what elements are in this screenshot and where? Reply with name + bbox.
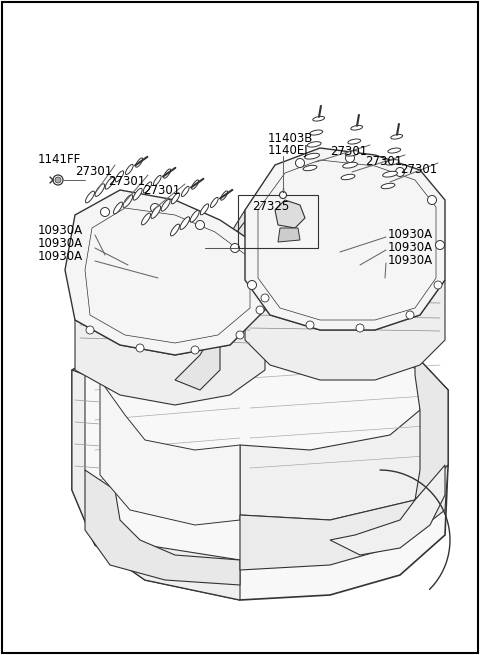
Ellipse shape — [133, 189, 142, 200]
Text: 27301: 27301 — [330, 145, 367, 158]
Text: 10930A: 10930A — [38, 237, 83, 250]
Text: 10930A: 10930A — [388, 228, 433, 241]
Circle shape — [346, 153, 355, 162]
Circle shape — [100, 208, 109, 217]
Ellipse shape — [388, 148, 401, 153]
Polygon shape — [175, 210, 245, 390]
Circle shape — [256, 306, 264, 314]
Ellipse shape — [151, 206, 161, 219]
Ellipse shape — [190, 210, 199, 222]
Ellipse shape — [95, 184, 105, 196]
Polygon shape — [330, 465, 445, 555]
Circle shape — [151, 204, 159, 212]
Text: 10930A: 10930A — [388, 241, 433, 254]
Ellipse shape — [313, 117, 324, 121]
Ellipse shape — [343, 162, 358, 168]
Ellipse shape — [345, 151, 359, 156]
Ellipse shape — [105, 178, 114, 189]
Circle shape — [435, 240, 444, 250]
Ellipse shape — [391, 134, 403, 139]
Ellipse shape — [113, 202, 122, 214]
Circle shape — [53, 175, 63, 185]
Ellipse shape — [385, 160, 399, 165]
Ellipse shape — [115, 171, 124, 182]
Text: 10930A: 10930A — [38, 224, 83, 237]
Circle shape — [306, 321, 314, 329]
Ellipse shape — [210, 197, 218, 208]
Ellipse shape — [351, 126, 362, 130]
Polygon shape — [245, 280, 445, 380]
Ellipse shape — [164, 169, 171, 178]
Ellipse shape — [181, 187, 189, 196]
Text: 1141FF: 1141FF — [38, 153, 81, 166]
Text: 27301: 27301 — [108, 175, 145, 188]
Ellipse shape — [170, 224, 180, 236]
Ellipse shape — [221, 191, 228, 200]
Text: 10930A: 10930A — [388, 254, 433, 267]
Text: 10930A: 10930A — [38, 250, 83, 263]
Ellipse shape — [200, 204, 209, 215]
Ellipse shape — [142, 213, 151, 225]
Circle shape — [434, 281, 442, 289]
Ellipse shape — [144, 182, 152, 193]
Ellipse shape — [192, 180, 199, 189]
Polygon shape — [245, 148, 445, 330]
Ellipse shape — [171, 193, 180, 204]
Text: 1140EJ: 1140EJ — [268, 144, 309, 157]
Polygon shape — [75, 310, 265, 405]
Ellipse shape — [136, 158, 143, 167]
Ellipse shape — [180, 217, 190, 229]
Ellipse shape — [154, 176, 161, 185]
Circle shape — [248, 280, 256, 290]
Circle shape — [55, 177, 61, 183]
Text: 27301: 27301 — [75, 165, 112, 178]
Circle shape — [356, 324, 364, 332]
Polygon shape — [72, 370, 240, 600]
Circle shape — [191, 346, 199, 354]
Polygon shape — [275, 200, 305, 228]
Ellipse shape — [348, 139, 360, 144]
Ellipse shape — [381, 183, 395, 189]
Text: 27301: 27301 — [365, 155, 402, 168]
Circle shape — [261, 294, 269, 302]
Polygon shape — [415, 355, 448, 500]
Circle shape — [428, 195, 436, 204]
Polygon shape — [65, 190, 265, 355]
Ellipse shape — [383, 172, 397, 177]
Polygon shape — [240, 330, 448, 520]
Ellipse shape — [161, 199, 170, 211]
Ellipse shape — [303, 165, 317, 171]
Polygon shape — [72, 330, 448, 600]
Circle shape — [195, 221, 204, 229]
Ellipse shape — [125, 164, 133, 174]
Circle shape — [230, 244, 240, 252]
Text: 27301: 27301 — [400, 163, 437, 176]
Circle shape — [279, 191, 287, 198]
Ellipse shape — [341, 174, 355, 179]
Text: 11403B: 11403B — [268, 132, 313, 145]
Circle shape — [396, 168, 405, 176]
Ellipse shape — [123, 195, 132, 208]
Circle shape — [406, 311, 414, 319]
Ellipse shape — [307, 141, 321, 147]
Circle shape — [236, 331, 244, 339]
Ellipse shape — [85, 191, 95, 203]
Circle shape — [86, 326, 94, 334]
Ellipse shape — [305, 153, 320, 159]
Circle shape — [136, 344, 144, 352]
Polygon shape — [278, 228, 300, 242]
Ellipse shape — [310, 130, 323, 135]
Polygon shape — [100, 380, 240, 525]
Circle shape — [296, 159, 304, 168]
Polygon shape — [240, 465, 448, 570]
Text: 27301: 27301 — [143, 184, 180, 197]
Text: 27325: 27325 — [252, 200, 289, 213]
Polygon shape — [85, 470, 240, 585]
